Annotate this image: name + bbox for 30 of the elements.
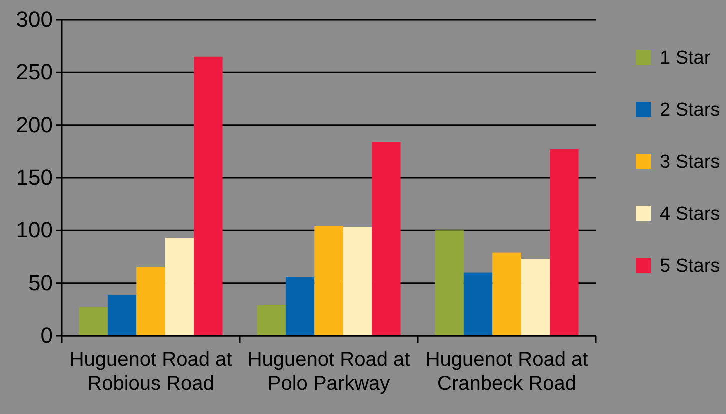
bar <box>257 305 286 336</box>
bar <box>372 142 401 336</box>
y-tick-label: 150 <box>16 165 53 190</box>
y-tick-label: 0 <box>40 323 53 348</box>
y-tick-label: 250 <box>16 60 53 85</box>
bar <box>435 230 464 336</box>
x-tick-label: Huguenot Road at Cranbeck Road <box>426 349 589 395</box>
legend-label: 5 Stars <box>660 256 720 277</box>
legend-label: 2 Stars <box>660 100 720 121</box>
bar <box>464 272 493 336</box>
legend-label: 4 Stars <box>660 204 720 225</box>
y-tick-label: 200 <box>16 112 53 138</box>
bar <box>550 150 579 336</box>
legend-label: 3 Stars <box>660 152 720 173</box>
x-tick-label: Huguenot Road at Polo Parkway <box>248 349 411 395</box>
bar <box>194 56 223 336</box>
bar <box>492 252 522 336</box>
bar <box>108 294 137 336</box>
bar <box>79 308 108 336</box>
x-tick-label: Huguenot Road at Robious Road <box>70 349 233 395</box>
bar <box>314 226 344 336</box>
legend-label: 1 Star <box>660 48 712 69</box>
y-tick-label: 300 <box>16 7 53 32</box>
bar <box>521 259 550 336</box>
y-tick-label: 50 <box>28 270 53 296</box>
bar <box>136 268 166 336</box>
bar <box>165 238 194 336</box>
bar <box>286 277 315 336</box>
bar <box>343 228 372 336</box>
y-tick-label: 100 <box>16 218 53 243</box>
